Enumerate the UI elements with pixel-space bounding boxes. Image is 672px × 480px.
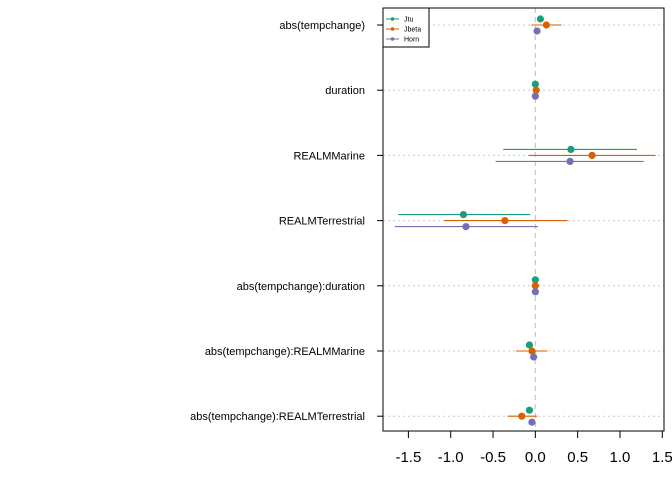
point-jbeta: [588, 151, 596, 159]
term-label: abs(tempchange):duration: [237, 281, 365, 293]
point-jtu: [531, 80, 539, 88]
legend-label-jtu: Jtu: [404, 17, 413, 24]
point-jbeta: [532, 86, 540, 94]
x-tick-label: 0.5: [567, 449, 588, 466]
point-horn: [530, 353, 538, 361]
point-jtu: [525, 341, 534, 349]
x-tick-label: 1.5: [652, 449, 672, 466]
point-horn: [528, 418, 536, 426]
term-label: abs(tempchange):REALMMarine: [205, 346, 365, 358]
point-horn: [531, 288, 539, 296]
x-tick-label: -1.5: [395, 449, 421, 466]
plot-frame: [382, 7, 665, 432]
point-jtu: [459, 211, 468, 219]
term-label: abs(tempchange): [279, 20, 365, 32]
term-label: duration: [325, 85, 365, 97]
legend-box: [382, 7, 430, 48]
term-labels: abs(tempchange) duration REALMMarine REALMT…: [190, 20, 365, 423]
x-tick-label: 0.0: [525, 449, 546, 466]
legend: Jtu Jbeta Horn: [382, 7, 430, 48]
point-jtu: [525, 406, 534, 414]
legend-marker-jtu: [390, 17, 395, 21]
point-estimates: [459, 15, 596, 426]
x-tick-label: -0.5: [480, 449, 506, 466]
x-tick-label: 1.0: [610, 449, 631, 466]
point-jbeta: [528, 347, 536, 355]
legend-marker-horn: [390, 37, 395, 41]
point-jbeta: [542, 21, 550, 29]
x-tick-label: -1.0: [438, 449, 464, 466]
point-jtu: [567, 145, 575, 153]
point-jbeta: [531, 282, 539, 290]
legend-label-horn: Horn: [404, 37, 419, 44]
legend-label-jbeta: Jbeta: [404, 27, 421, 34]
point-jbeta: [501, 217, 509, 225]
term-label: abs(tempchange):REALMTerrestrial: [190, 411, 365, 423]
x-axis: -1.5 -1.0 -0.5 0.0 0.5 1.0 1.5: [395, 430, 672, 466]
point-horn: [566, 157, 574, 165]
point-horn: [531, 92, 539, 100]
point-jbeta: [518, 412, 526, 420]
point-jtu: [531, 276, 539, 284]
legend-marker-jbeta: [390, 27, 395, 31]
term-label: REALMMarine: [293, 150, 365, 162]
term-label: REALMTerrestrial: [279, 216, 365, 228]
point-jtu: [536, 15, 545, 23]
left-axis-ticks: [377, 24, 383, 417]
point-horn: [462, 223, 470, 231]
point-horn: [533, 27, 541, 35]
